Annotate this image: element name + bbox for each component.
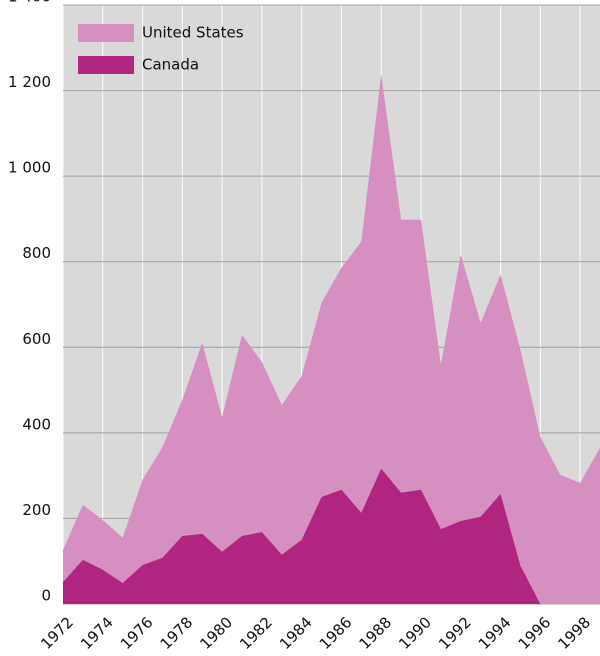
y-tick-label: 800 bbox=[22, 244, 51, 262]
x-tick-label: 1984 bbox=[276, 613, 316, 653]
legend-swatch bbox=[78, 24, 134, 42]
y-tick-label: 1 400 bbox=[8, 0, 51, 6]
area bbox=[63, 468, 541, 604]
x-tick-label: 1992 bbox=[435, 613, 475, 653]
y-tick-label: 1 000 bbox=[8, 159, 51, 177]
y-tick-label: 200 bbox=[22, 501, 51, 519]
x-tick-label: 1976 bbox=[117, 613, 157, 653]
y-tick-label: 0 bbox=[41, 587, 51, 605]
x-tick-label: 1980 bbox=[196, 613, 236, 653]
area bbox=[63, 74, 600, 604]
x-tick-label: 1996 bbox=[515, 613, 555, 653]
y-tick-label: 600 bbox=[22, 330, 51, 348]
x-tick-label: 1974 bbox=[77, 613, 117, 653]
x-tick-label: 1978 bbox=[157, 613, 197, 653]
x-tick-label: 1972 bbox=[37, 613, 77, 653]
legend-label: United States bbox=[142, 24, 244, 42]
x-tick-label: 1982 bbox=[236, 613, 276, 653]
x-tick-label: 1986 bbox=[316, 613, 356, 653]
legend-label: Canada bbox=[142, 56, 199, 74]
y-tick-label: 400 bbox=[22, 415, 51, 433]
legend-swatch bbox=[78, 56, 134, 74]
x-tick-label: 1990 bbox=[395, 613, 435, 653]
x-tick-label: 1988 bbox=[356, 613, 396, 653]
x-tick-label: 1998 bbox=[554, 613, 594, 653]
x-tick-label: 1994 bbox=[475, 613, 515, 653]
y-tick-label: 1 200 bbox=[8, 73, 51, 91]
